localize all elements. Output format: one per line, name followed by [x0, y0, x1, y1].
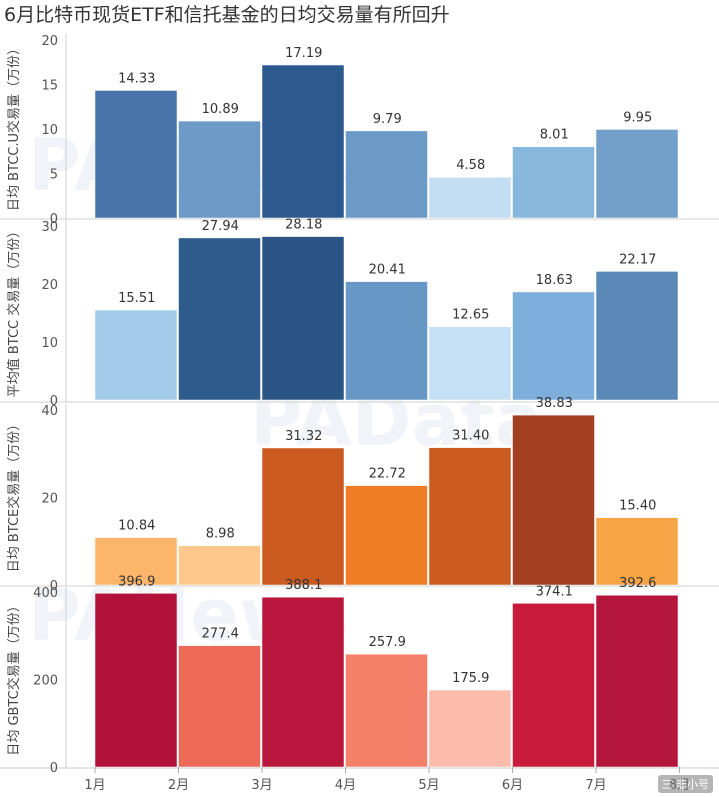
- chart-title: 6月比特币现货ETF和信托基金的日均交易量有所回升: [4, 4, 450, 26]
- bar: [261, 236, 345, 401]
- y-tick-label: 30: [41, 220, 58, 235]
- bar: [595, 271, 679, 401]
- y-tick-label: 0: [50, 579, 58, 594]
- x-tick-label: 2月: [168, 778, 189, 793]
- bar: [428, 176, 512, 219]
- bar-value-label: 9.79: [373, 112, 402, 127]
- bar-value-label: 9.95: [623, 110, 652, 125]
- bar-value-label: 10.89: [202, 102, 239, 117]
- bar-value-label: 20.41: [369, 263, 406, 278]
- bar-value-label: 175.9: [452, 671, 489, 686]
- bar: [178, 645, 261, 768]
- y-tick-label: 20: [41, 278, 58, 293]
- bar-value-label: 257.9: [369, 635, 406, 650]
- x-tick-label: 3月: [251, 778, 272, 793]
- y-tick-label: 10: [41, 123, 58, 138]
- bar: [512, 414, 595, 586]
- x-tick-label: 7月: [585, 778, 606, 793]
- bar: [178, 545, 261, 586]
- bar: [345, 653, 428, 768]
- bar: [345, 130, 428, 219]
- bar-value-label: 31.40: [452, 429, 489, 444]
- bar-value-label: 8.01: [540, 128, 569, 143]
- x-tick-label: 6月: [502, 778, 523, 793]
- bar-value-label: 31.32: [285, 429, 322, 444]
- y-axis-title: 日均 GBTC交易量（万份）: [6, 599, 22, 755]
- bar: [512, 291, 595, 401]
- bar: [345, 485, 428, 586]
- y-tick-label: 20: [41, 492, 58, 507]
- bar: [428, 447, 512, 586]
- bar: [178, 237, 261, 401]
- bar: [512, 603, 595, 768]
- y-axis-title: 平均值 BTCC 交易量（万份）: [6, 225, 22, 398]
- bar: [595, 517, 679, 586]
- bar: [261, 447, 345, 586]
- y-tick-label: 400: [33, 586, 58, 601]
- bar-value-label: 8.98: [206, 527, 235, 542]
- y-tick-label: 40: [41, 404, 58, 419]
- bar-value-label: 15.40: [619, 499, 656, 514]
- bar: [178, 120, 261, 219]
- bar-value-label: 396.9: [118, 574, 155, 589]
- bar: [261, 64, 345, 219]
- bar-value-label: 22.17: [619, 252, 656, 267]
- y-tick-label: 200: [33, 674, 58, 689]
- bar-value-label: 277.4: [202, 627, 239, 642]
- bar-value-label: 15.51: [118, 291, 155, 306]
- bar: [94, 593, 178, 768]
- y-tick-label: 0: [50, 212, 58, 227]
- bar-value-label: 12.65: [452, 308, 489, 323]
- bar-value-label: 22.72: [369, 467, 406, 482]
- x-tick-label: 4月: [335, 778, 356, 793]
- bar-value-label: 38.83: [536, 396, 573, 411]
- bar-value-label: 374.1: [536, 584, 573, 599]
- y-tick-label: 0: [50, 761, 58, 776]
- bar-value-label: 388.1: [285, 578, 322, 593]
- bar: [428, 689, 512, 768]
- y-tick-label: 20: [41, 34, 58, 49]
- bar-value-label: 28.18: [285, 218, 322, 233]
- x-tick-label: 1月: [84, 778, 105, 793]
- bar: [94, 309, 178, 401]
- x-tick-label: 5月: [418, 778, 439, 793]
- bar-value-label: 392.6: [619, 576, 656, 591]
- bar-value-label: 14.33: [118, 71, 155, 86]
- bar-value-label: 4.58: [456, 158, 485, 173]
- bar: [94, 90, 178, 219]
- bar: [428, 326, 512, 401]
- y-tick-label: 0: [50, 394, 58, 409]
- bar-value-label: 18.63: [536, 273, 573, 288]
- bar: [345, 281, 428, 401]
- y-axis-title: 日均 BTCE交易量（万份）: [6, 418, 22, 573]
- bar: [94, 537, 178, 586]
- y-tick-label: 10: [41, 336, 58, 351]
- y-axis-title: 日均 BTCC.U交易量（万份）: [6, 42, 22, 211]
- source-badge: 三 非小号: [657, 775, 713, 793]
- bar-value-label: 17.19: [285, 46, 322, 61]
- bar-value-label: 27.94: [202, 219, 239, 234]
- bar: [512, 146, 595, 219]
- y-tick-label: 5: [50, 168, 58, 183]
- bar: [595, 129, 679, 219]
- y-tick-label: 15: [41, 79, 58, 94]
- bar-value-label: 10.84: [118, 519, 155, 534]
- bar: [595, 594, 679, 768]
- bar: [261, 596, 345, 768]
